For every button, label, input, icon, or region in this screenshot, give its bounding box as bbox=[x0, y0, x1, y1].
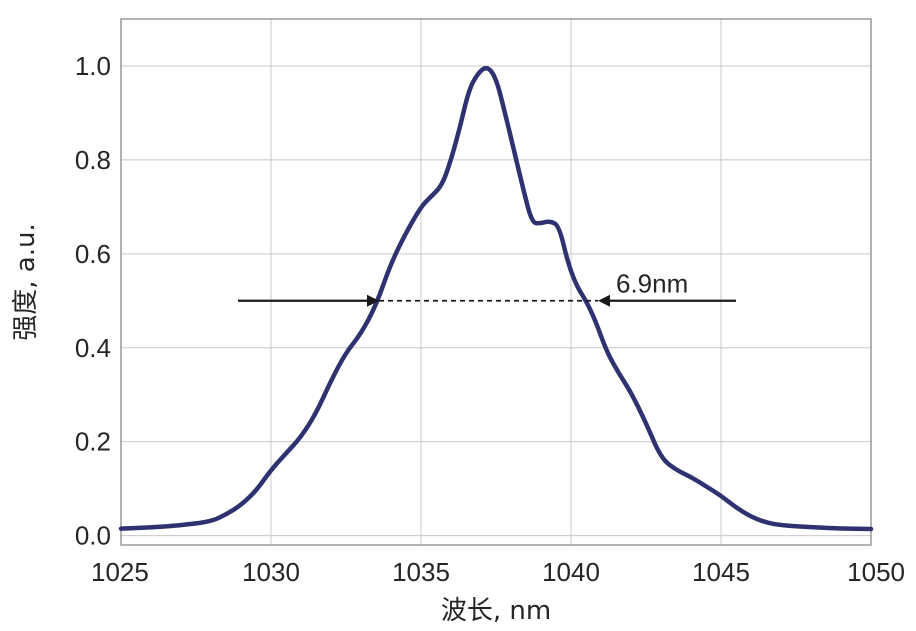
y-axis-title: 强度, a.u. bbox=[11, 223, 41, 340]
right-arrow-head bbox=[598, 294, 610, 307]
spectrum-line bbox=[118, 65, 874, 532]
x-tick-label: 1040 bbox=[542, 557, 600, 587]
fwhm-label: 6.9nm bbox=[616, 269, 688, 299]
y-tick-label: 0.6 bbox=[75, 239, 111, 269]
x-axis-title: 波长, nm bbox=[441, 596, 551, 626]
y-tick-label: 0.0 bbox=[75, 521, 111, 551]
x-tick-label: 1030 bbox=[242, 557, 300, 587]
x-tick-label: 1035 bbox=[392, 557, 450, 587]
y-tick-label: 1.0 bbox=[75, 51, 111, 81]
y-tick-label: 0.4 bbox=[75, 333, 111, 363]
y-tick-label: 0.2 bbox=[75, 427, 111, 457]
x-tick-labels: 1025 1030 1035 1040 1045 1050 bbox=[91, 557, 905, 587]
fwhm-annotation: 6.9nm bbox=[238, 269, 736, 307]
left-arrow-head bbox=[367, 294, 379, 307]
grid-lines bbox=[120, 19, 872, 545]
x-tick-label: 1045 bbox=[692, 557, 750, 587]
x-tick-label: 1025 bbox=[91, 557, 149, 587]
plot-frame bbox=[120, 18, 872, 546]
y-tick-label: 0.8 bbox=[75, 145, 111, 175]
x-tick-label: 1050 bbox=[847, 557, 905, 587]
y-tick-labels: 0.0 0.2 0.4 0.6 0.8 1.0 bbox=[75, 51, 111, 551]
